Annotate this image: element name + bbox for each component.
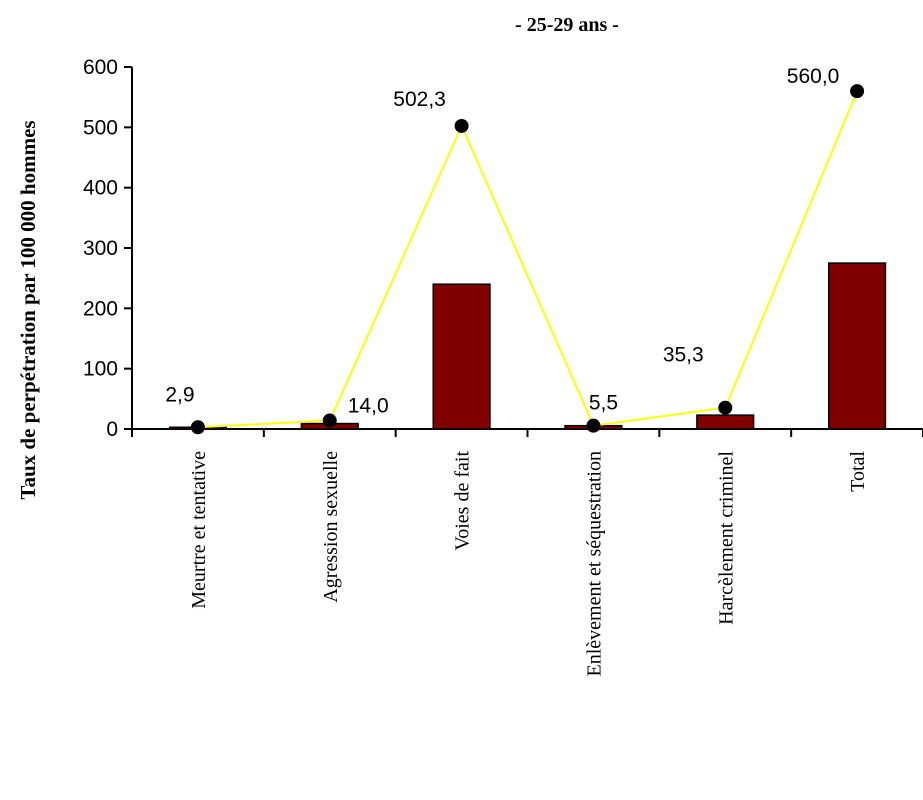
x-tick-label: Voies de fait (452, 451, 474, 551)
x-tick-label: Agression sexuelle (320, 451, 342, 603)
y-tick-label: 0 (106, 418, 118, 441)
y-tick-label: 100 (83, 358, 118, 381)
y-tick-label: 400 (83, 177, 118, 200)
plot-area: 0 100 200 300 400 500 600 2,9 14,0 502,3 5,5 35,3 56… (83, 56, 923, 676)
bar (432, 283, 491, 430)
y-tick-label: 600 (83, 56, 118, 79)
line-point (586, 418, 601, 433)
y-tick-label: 500 (83, 116, 118, 139)
x-tick-label: Enlèvement et séquestration (583, 451, 605, 676)
data-label: 14,0 (348, 395, 389, 418)
data-label: 35,3 (663, 344, 704, 367)
x-tick-label: Meurtre et tentative (188, 451, 210, 609)
bar (827, 262, 887, 430)
x-tick-label: Harcèlement criminel (715, 451, 737, 625)
bar (696, 414, 755, 430)
line-point (190, 420, 205, 435)
line-point (454, 118, 469, 133)
x-tick-label: Total (847, 451, 869, 492)
line-point (718, 400, 733, 415)
line-point (850, 84, 865, 99)
chart-title: - 25-29 ans - (515, 14, 619, 36)
y-tick-label: 300 (83, 237, 118, 260)
y-tick-label: 200 (83, 297, 118, 320)
data-label: 560,0 (787, 65, 840, 88)
data-label: 5,5 (589, 392, 618, 415)
y-axis-label: Taux de perpétration par 100 000 hommes (16, 120, 40, 499)
line-point (322, 413, 337, 428)
series-line (197, 90, 859, 429)
data-label: 502,3 (393, 88, 446, 111)
data-label: 2,9 (165, 383, 194, 406)
